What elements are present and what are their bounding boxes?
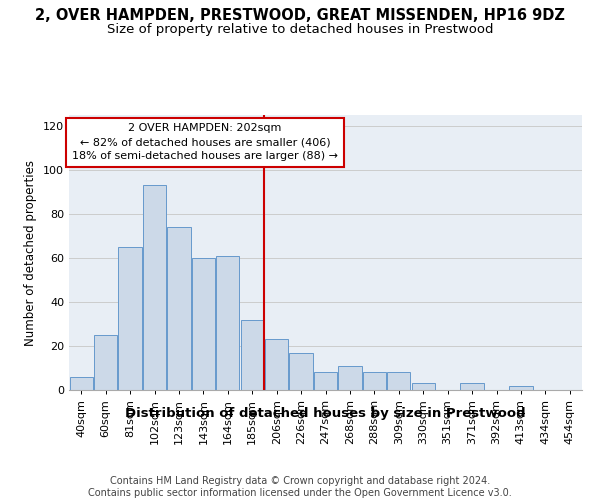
Bar — [192, 258, 215, 390]
Bar — [509, 386, 533, 390]
Bar — [143, 186, 166, 390]
Bar — [460, 384, 484, 390]
Bar — [167, 227, 191, 390]
Bar — [314, 372, 337, 390]
Y-axis label: Number of detached properties: Number of detached properties — [25, 160, 37, 346]
Text: Contains HM Land Registry data © Crown copyright and database right 2024.
Contai: Contains HM Land Registry data © Crown c… — [88, 476, 512, 498]
Bar — [289, 352, 313, 390]
Bar — [70, 377, 93, 390]
Bar — [216, 256, 239, 390]
Bar — [412, 384, 435, 390]
Text: 2 OVER HAMPDEN: 202sqm
← 82% of detached houses are smaller (406)
18% of semi-de: 2 OVER HAMPDEN: 202sqm ← 82% of detached… — [72, 123, 338, 161]
Text: Distribution of detached houses by size in Prestwood: Distribution of detached houses by size … — [125, 408, 526, 420]
Text: 2, OVER HAMPDEN, PRESTWOOD, GREAT MISSENDEN, HP16 9DZ: 2, OVER HAMPDEN, PRESTWOOD, GREAT MISSEN… — [35, 8, 565, 22]
Bar — [265, 340, 288, 390]
Bar — [387, 372, 410, 390]
Bar — [363, 372, 386, 390]
Bar — [338, 366, 362, 390]
Bar — [241, 320, 264, 390]
Bar — [118, 247, 142, 390]
Text: Size of property relative to detached houses in Prestwood: Size of property relative to detached ho… — [107, 22, 493, 36]
Bar — [94, 335, 117, 390]
